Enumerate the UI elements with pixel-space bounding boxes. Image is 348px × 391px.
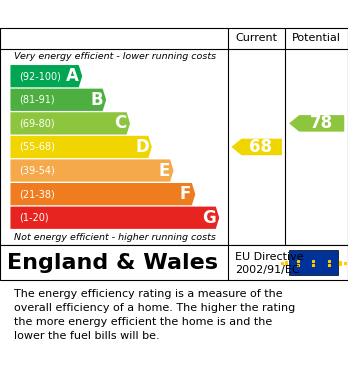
- Polygon shape: [10, 183, 195, 205]
- Text: D: D: [135, 138, 149, 156]
- Text: A: A: [66, 67, 79, 85]
- Text: England & Wales: England & Wales: [7, 253, 218, 273]
- Text: 68: 68: [249, 138, 272, 156]
- Text: (92-100): (92-100): [19, 71, 61, 81]
- Polygon shape: [231, 139, 282, 155]
- Text: (55-68): (55-68): [19, 142, 55, 152]
- Text: C: C: [114, 115, 126, 133]
- Text: Current: Current: [236, 34, 278, 43]
- Polygon shape: [10, 112, 130, 135]
- Text: Energy Efficiency Rating: Energy Efficiency Rating: [60, 5, 288, 23]
- Text: Very energy efficient - lower running costs: Very energy efficient - lower running co…: [14, 52, 216, 61]
- Text: EU Directive: EU Directive: [235, 253, 303, 262]
- Polygon shape: [10, 206, 219, 229]
- Bar: [289, 251, 338, 275]
- Text: F: F: [180, 185, 191, 203]
- Text: Potential: Potential: [292, 34, 341, 43]
- Polygon shape: [10, 89, 106, 111]
- Text: Not energy efficient - higher running costs: Not energy efficient - higher running co…: [14, 233, 216, 242]
- Text: The energy efficiency rating is a measure of the
overall efficiency of a home. T: The energy efficiency rating is a measur…: [14, 289, 295, 341]
- Text: (1-20): (1-20): [19, 213, 49, 223]
- Polygon shape: [289, 115, 344, 132]
- Polygon shape: [10, 136, 152, 158]
- Text: (21-38): (21-38): [19, 189, 55, 199]
- Text: 2002/91/EC: 2002/91/EC: [235, 265, 300, 275]
- Text: 78: 78: [309, 115, 333, 133]
- Text: B: B: [90, 91, 103, 109]
- Polygon shape: [10, 160, 174, 182]
- Text: (69-80): (69-80): [19, 118, 55, 128]
- Polygon shape: [10, 65, 82, 87]
- Text: (81-91): (81-91): [19, 95, 55, 105]
- Text: (39-54): (39-54): [19, 165, 55, 176]
- Text: E: E: [158, 161, 169, 179]
- Text: G: G: [203, 209, 216, 227]
